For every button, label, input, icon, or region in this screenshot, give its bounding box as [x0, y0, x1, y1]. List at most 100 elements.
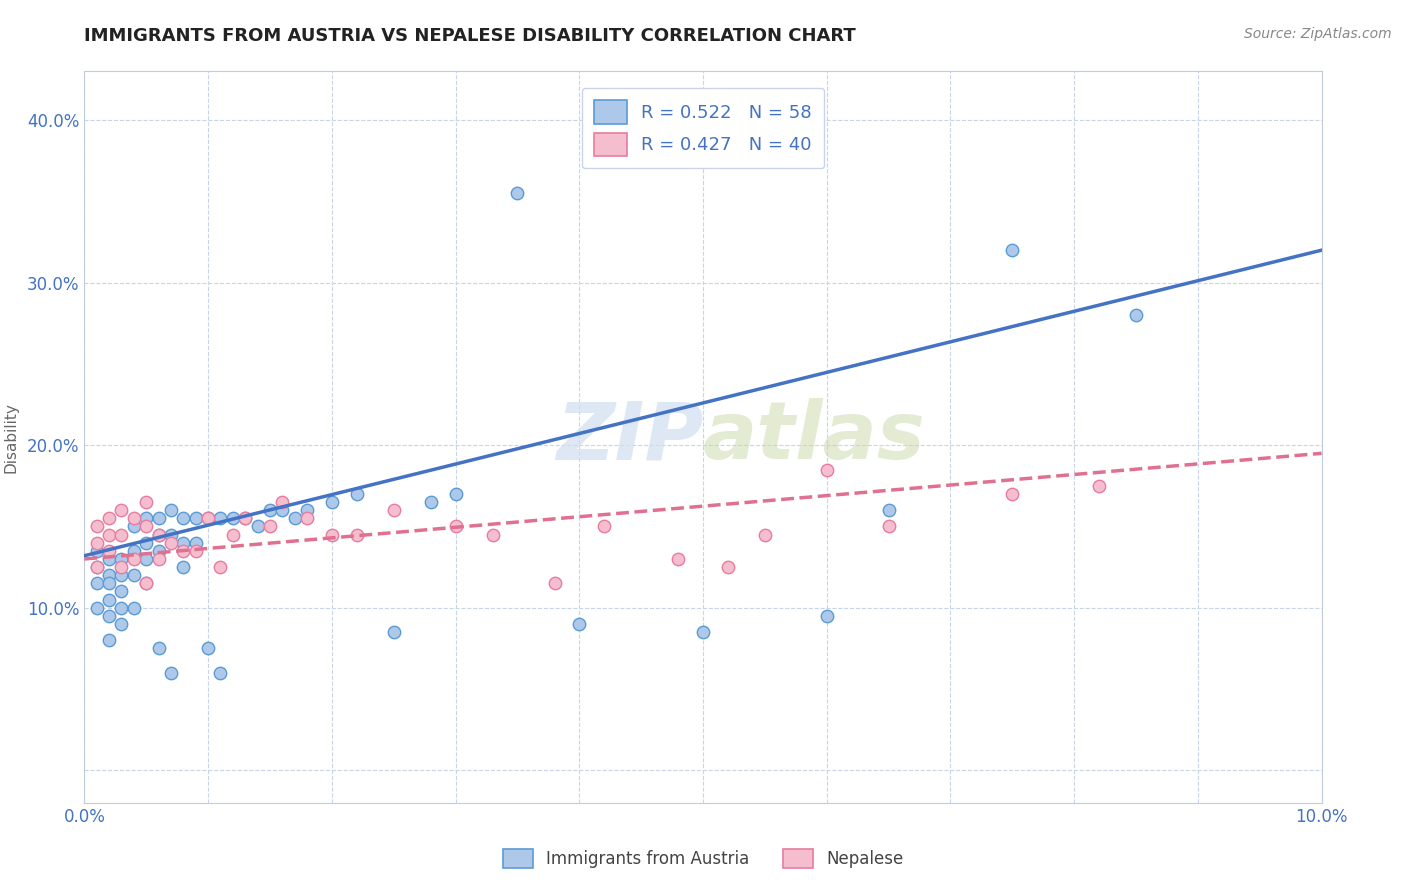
- Point: [148, 552, 170, 566]
- Text: Source: ZipAtlas.com: Source: ZipAtlas.com: [1244, 27, 1392, 41]
- Point: [86, 519, 108, 533]
- Point: [666, 552, 689, 566]
- Point: [346, 487, 368, 501]
- Point: [110, 584, 132, 599]
- Point: [295, 503, 318, 517]
- Point: [346, 527, 368, 541]
- Legend: Immigrants from Austria, Nepalese: Immigrants from Austria, Nepalese: [496, 842, 910, 875]
- Point: [172, 544, 194, 558]
- Point: [110, 560, 132, 574]
- Y-axis label: Disability: Disability: [4, 401, 18, 473]
- Point: [197, 511, 219, 525]
- Text: IMMIGRANTS FROM AUSTRIA VS NEPALESE DISABILITY CORRELATION CHART: IMMIGRANTS FROM AUSTRIA VS NEPALESE DISA…: [84, 27, 856, 45]
- Point: [160, 503, 183, 517]
- Point: [1001, 487, 1024, 501]
- Point: [98, 633, 121, 648]
- Point: [148, 527, 170, 541]
- Point: [259, 503, 281, 517]
- Point: [568, 617, 591, 632]
- Point: [1088, 479, 1111, 493]
- Point: [209, 560, 232, 574]
- Point: [135, 552, 157, 566]
- Point: [382, 625, 405, 640]
- Point: [593, 519, 616, 533]
- Text: ZIP: ZIP: [555, 398, 703, 476]
- Point: [481, 527, 503, 541]
- Point: [877, 519, 900, 533]
- Point: [160, 527, 183, 541]
- Point: [222, 511, 245, 525]
- Point: [86, 544, 108, 558]
- Point: [246, 519, 269, 533]
- Point: [1001, 243, 1024, 257]
- Point: [815, 462, 838, 476]
- Point: [543, 576, 565, 591]
- Point: [98, 527, 121, 541]
- Point: [135, 576, 157, 591]
- Point: [122, 600, 145, 615]
- Point: [184, 544, 207, 558]
- Point: [86, 576, 108, 591]
- Point: [86, 560, 108, 574]
- Point: [86, 560, 108, 574]
- Point: [197, 511, 219, 525]
- Point: [284, 511, 307, 525]
- Point: [122, 568, 145, 582]
- Point: [754, 527, 776, 541]
- Point: [184, 511, 207, 525]
- Point: [98, 592, 121, 607]
- Point: [1125, 308, 1147, 322]
- Point: [295, 511, 318, 525]
- Point: [110, 552, 132, 566]
- Point: [692, 625, 714, 640]
- Point: [419, 495, 441, 509]
- Point: [321, 527, 343, 541]
- Point: [122, 544, 145, 558]
- Point: [110, 617, 132, 632]
- Point: [135, 519, 157, 533]
- Point: [506, 186, 529, 201]
- Point: [382, 503, 405, 517]
- Point: [122, 511, 145, 525]
- Point: [160, 535, 183, 549]
- Point: [172, 535, 194, 549]
- Point: [271, 495, 294, 509]
- Point: [160, 665, 183, 680]
- Point: [321, 495, 343, 509]
- Point: [877, 503, 900, 517]
- Legend: R = 0.522   N = 58, R = 0.427   N = 40: R = 0.522 N = 58, R = 0.427 N = 40: [582, 87, 824, 169]
- Point: [222, 527, 245, 541]
- Point: [110, 568, 132, 582]
- Point: [148, 511, 170, 525]
- Point: [717, 560, 740, 574]
- Point: [135, 576, 157, 591]
- Point: [86, 600, 108, 615]
- Point: [122, 519, 145, 533]
- Point: [135, 535, 157, 549]
- Point: [98, 568, 121, 582]
- Point: [233, 511, 256, 525]
- Point: [98, 608, 121, 623]
- Point: [271, 503, 294, 517]
- Point: [135, 495, 157, 509]
- Point: [172, 560, 194, 574]
- Point: [86, 535, 108, 549]
- Point: [98, 552, 121, 566]
- Text: atlas: atlas: [703, 398, 925, 476]
- Point: [110, 600, 132, 615]
- Point: [135, 511, 157, 525]
- Point: [148, 641, 170, 656]
- Point: [444, 519, 467, 533]
- Point: [98, 544, 121, 558]
- Point: [209, 665, 232, 680]
- Point: [444, 487, 467, 501]
- Point: [233, 511, 256, 525]
- Point: [98, 511, 121, 525]
- Point: [172, 511, 194, 525]
- Point: [259, 519, 281, 533]
- Point: [197, 641, 219, 656]
- Point: [148, 527, 170, 541]
- Point: [110, 527, 132, 541]
- Point: [184, 535, 207, 549]
- Point: [148, 544, 170, 558]
